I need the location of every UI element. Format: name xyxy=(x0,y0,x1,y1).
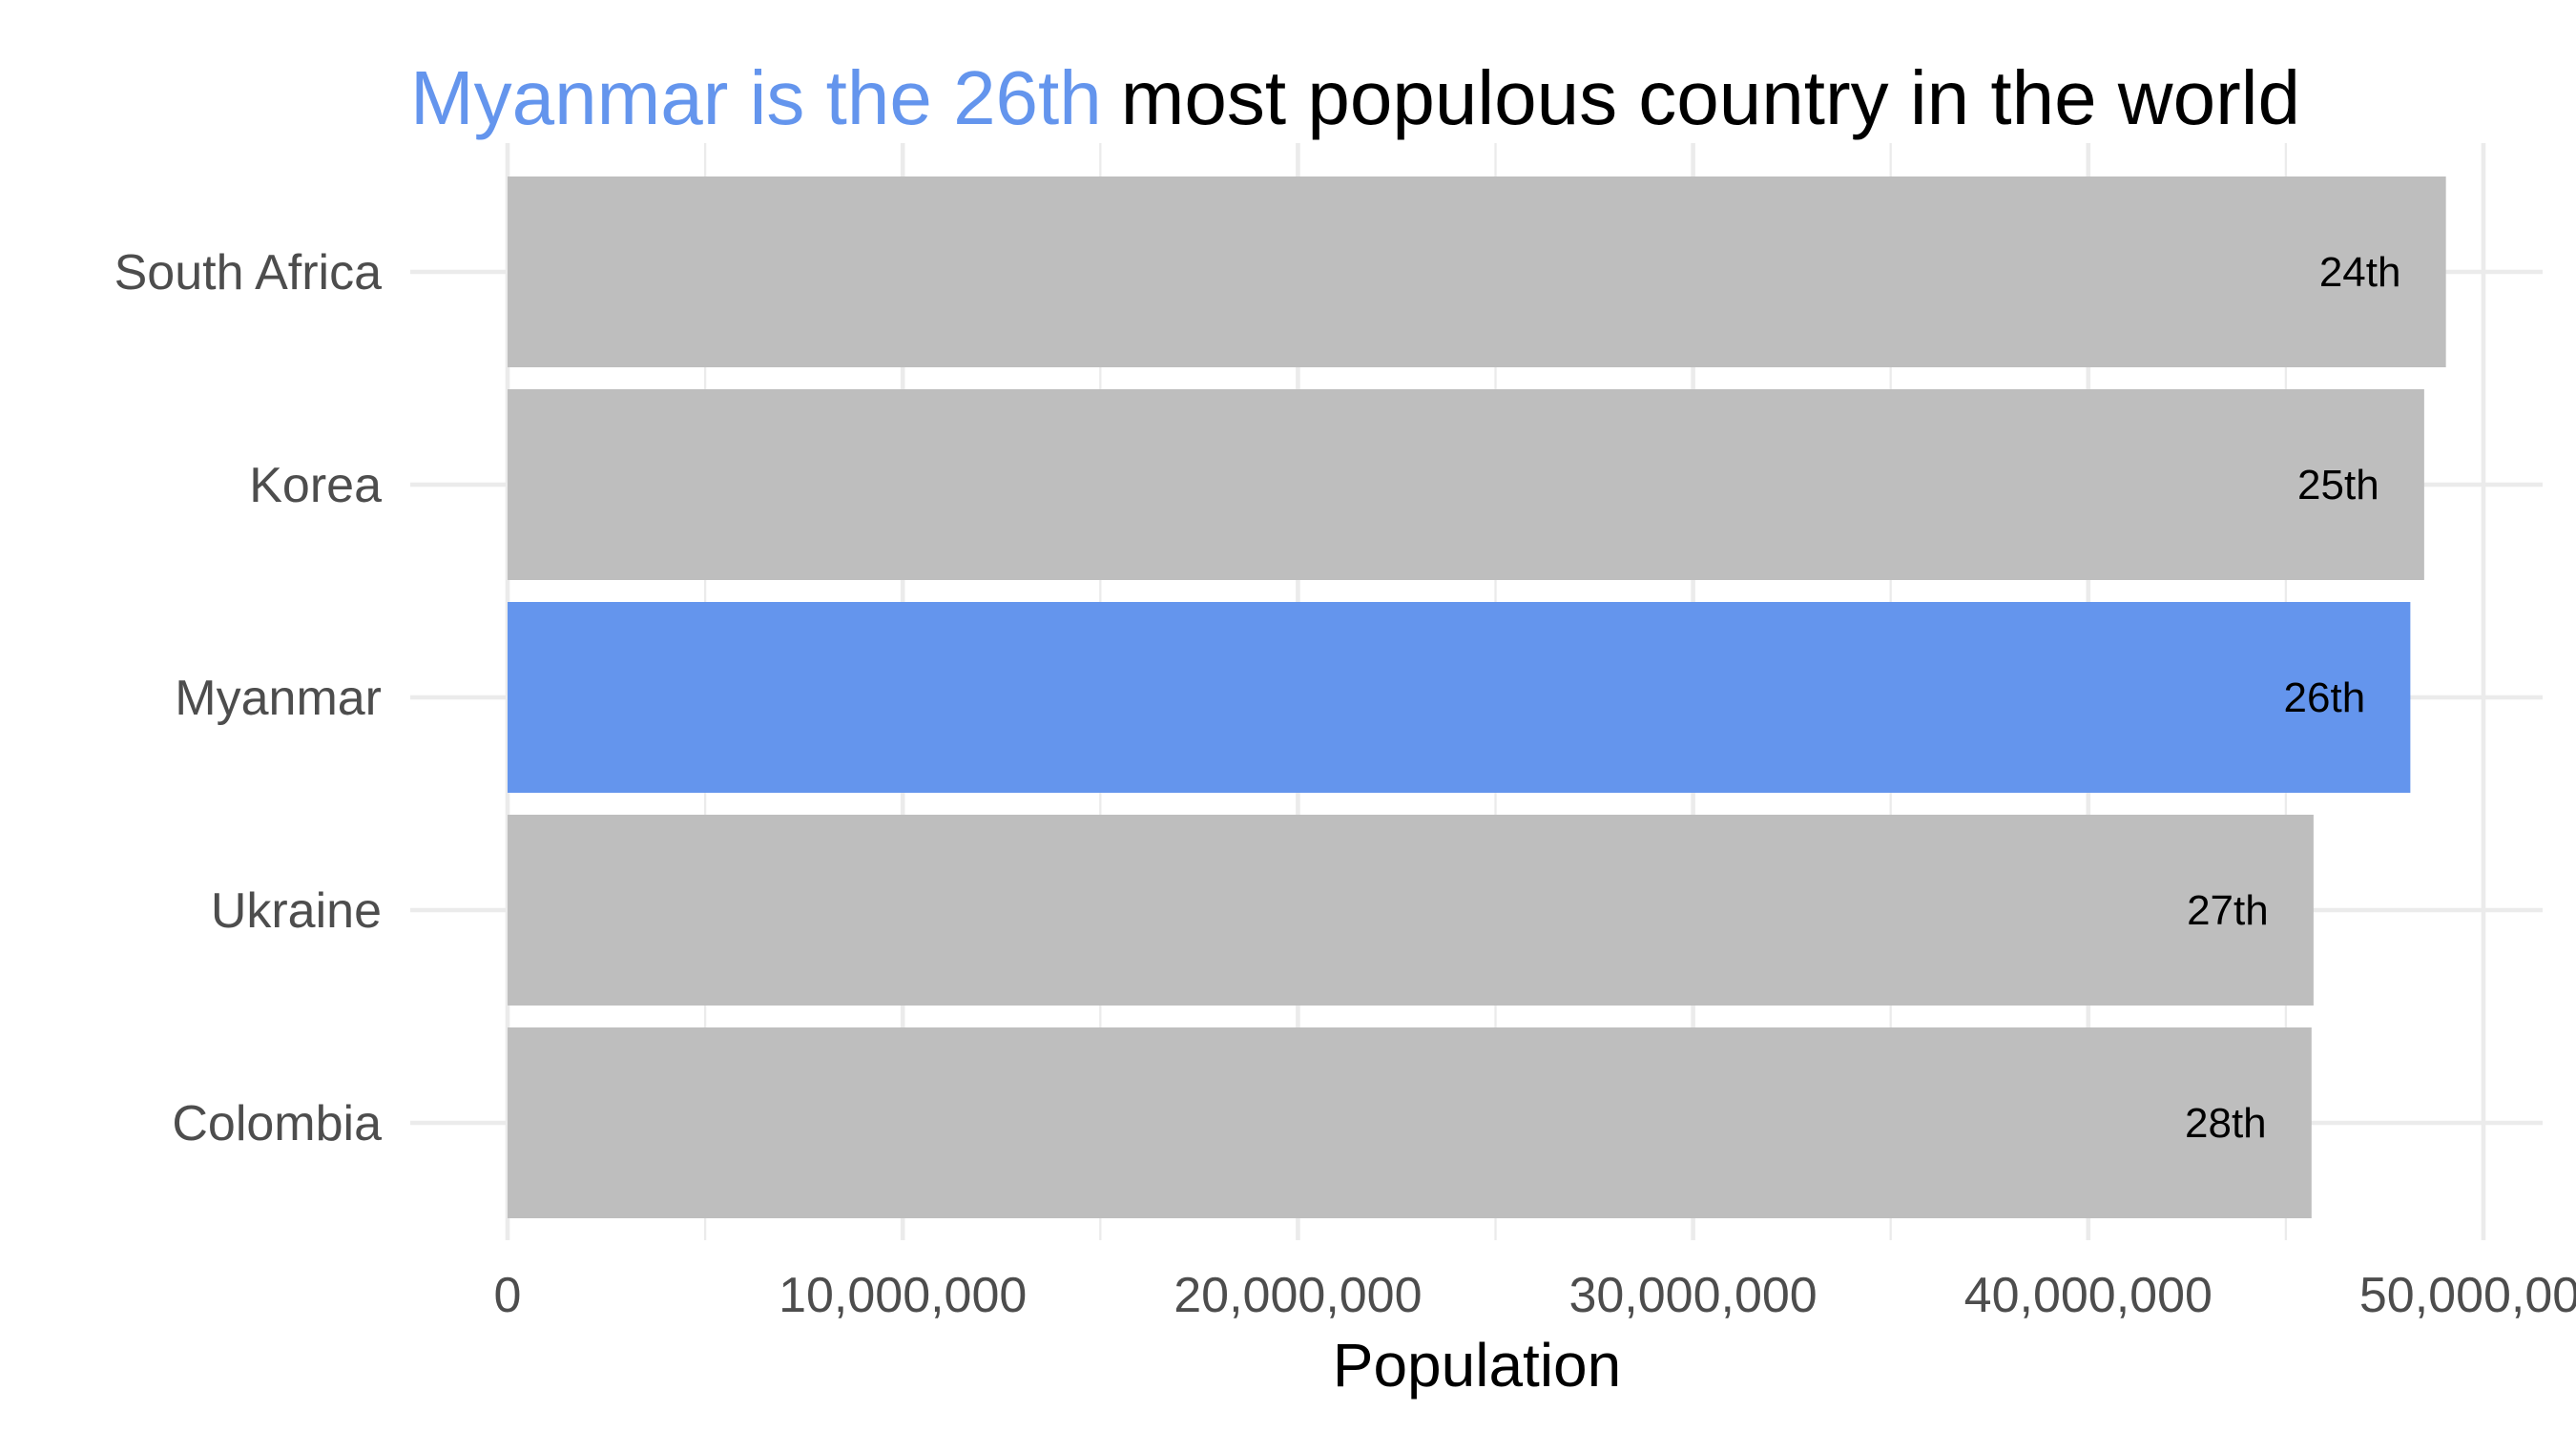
bar-myanmar xyxy=(508,602,2411,793)
bar-colombia xyxy=(508,1027,2312,1218)
bars xyxy=(508,176,2446,1218)
chart-title: Myanmar is the 26th most populous country… xyxy=(410,55,2300,140)
bar-rank-label: 26th xyxy=(2284,674,2366,721)
x-tick-label: 20,000,000 xyxy=(1174,1268,1422,1323)
y-category-label: South Africa xyxy=(114,245,382,301)
x-tick-label: 10,000,000 xyxy=(779,1268,1027,1323)
y-category-label: Korea xyxy=(249,458,382,513)
bar-rank-label: 24th xyxy=(2319,249,2401,296)
bar-korea xyxy=(508,389,2424,580)
bar-rank-labels: 24th 25th 26th 27th 28th xyxy=(2185,249,2400,1147)
chart-title-highlight: Myanmar is the 26th xyxy=(410,55,1102,140)
x-tick-label: 40,000,000 xyxy=(1964,1268,2212,1323)
x-tick-label: 30,000,000 xyxy=(1568,1268,1817,1323)
x-tick-label: 0 xyxy=(494,1268,522,1323)
chart-title-rest: most populous country in the world xyxy=(1121,55,2300,140)
x-axis-title: Population xyxy=(1333,1331,1621,1400)
y-category-label: Ukraine xyxy=(211,883,382,939)
bar-ukraine xyxy=(508,815,2314,1006)
bar-rank-label: 28th xyxy=(2185,1100,2267,1147)
y-category-label: Colombia xyxy=(172,1096,382,1151)
bar-rank-label: 25th xyxy=(2297,462,2379,508)
bar-south-africa xyxy=(508,176,2446,367)
y-category-label: Myanmar xyxy=(175,671,382,726)
bar-rank-label: 27th xyxy=(2187,887,2269,934)
x-axis-tick-labels: 0 10,000,000 20,000,000 30,000,000 40,000,00… xyxy=(494,1268,2576,1323)
x-tick-label: 50,000,000 xyxy=(2359,1268,2576,1323)
y-axis-category-labels: South Africa Korea Myanmar Ukraine Colombia xyxy=(114,245,382,1151)
